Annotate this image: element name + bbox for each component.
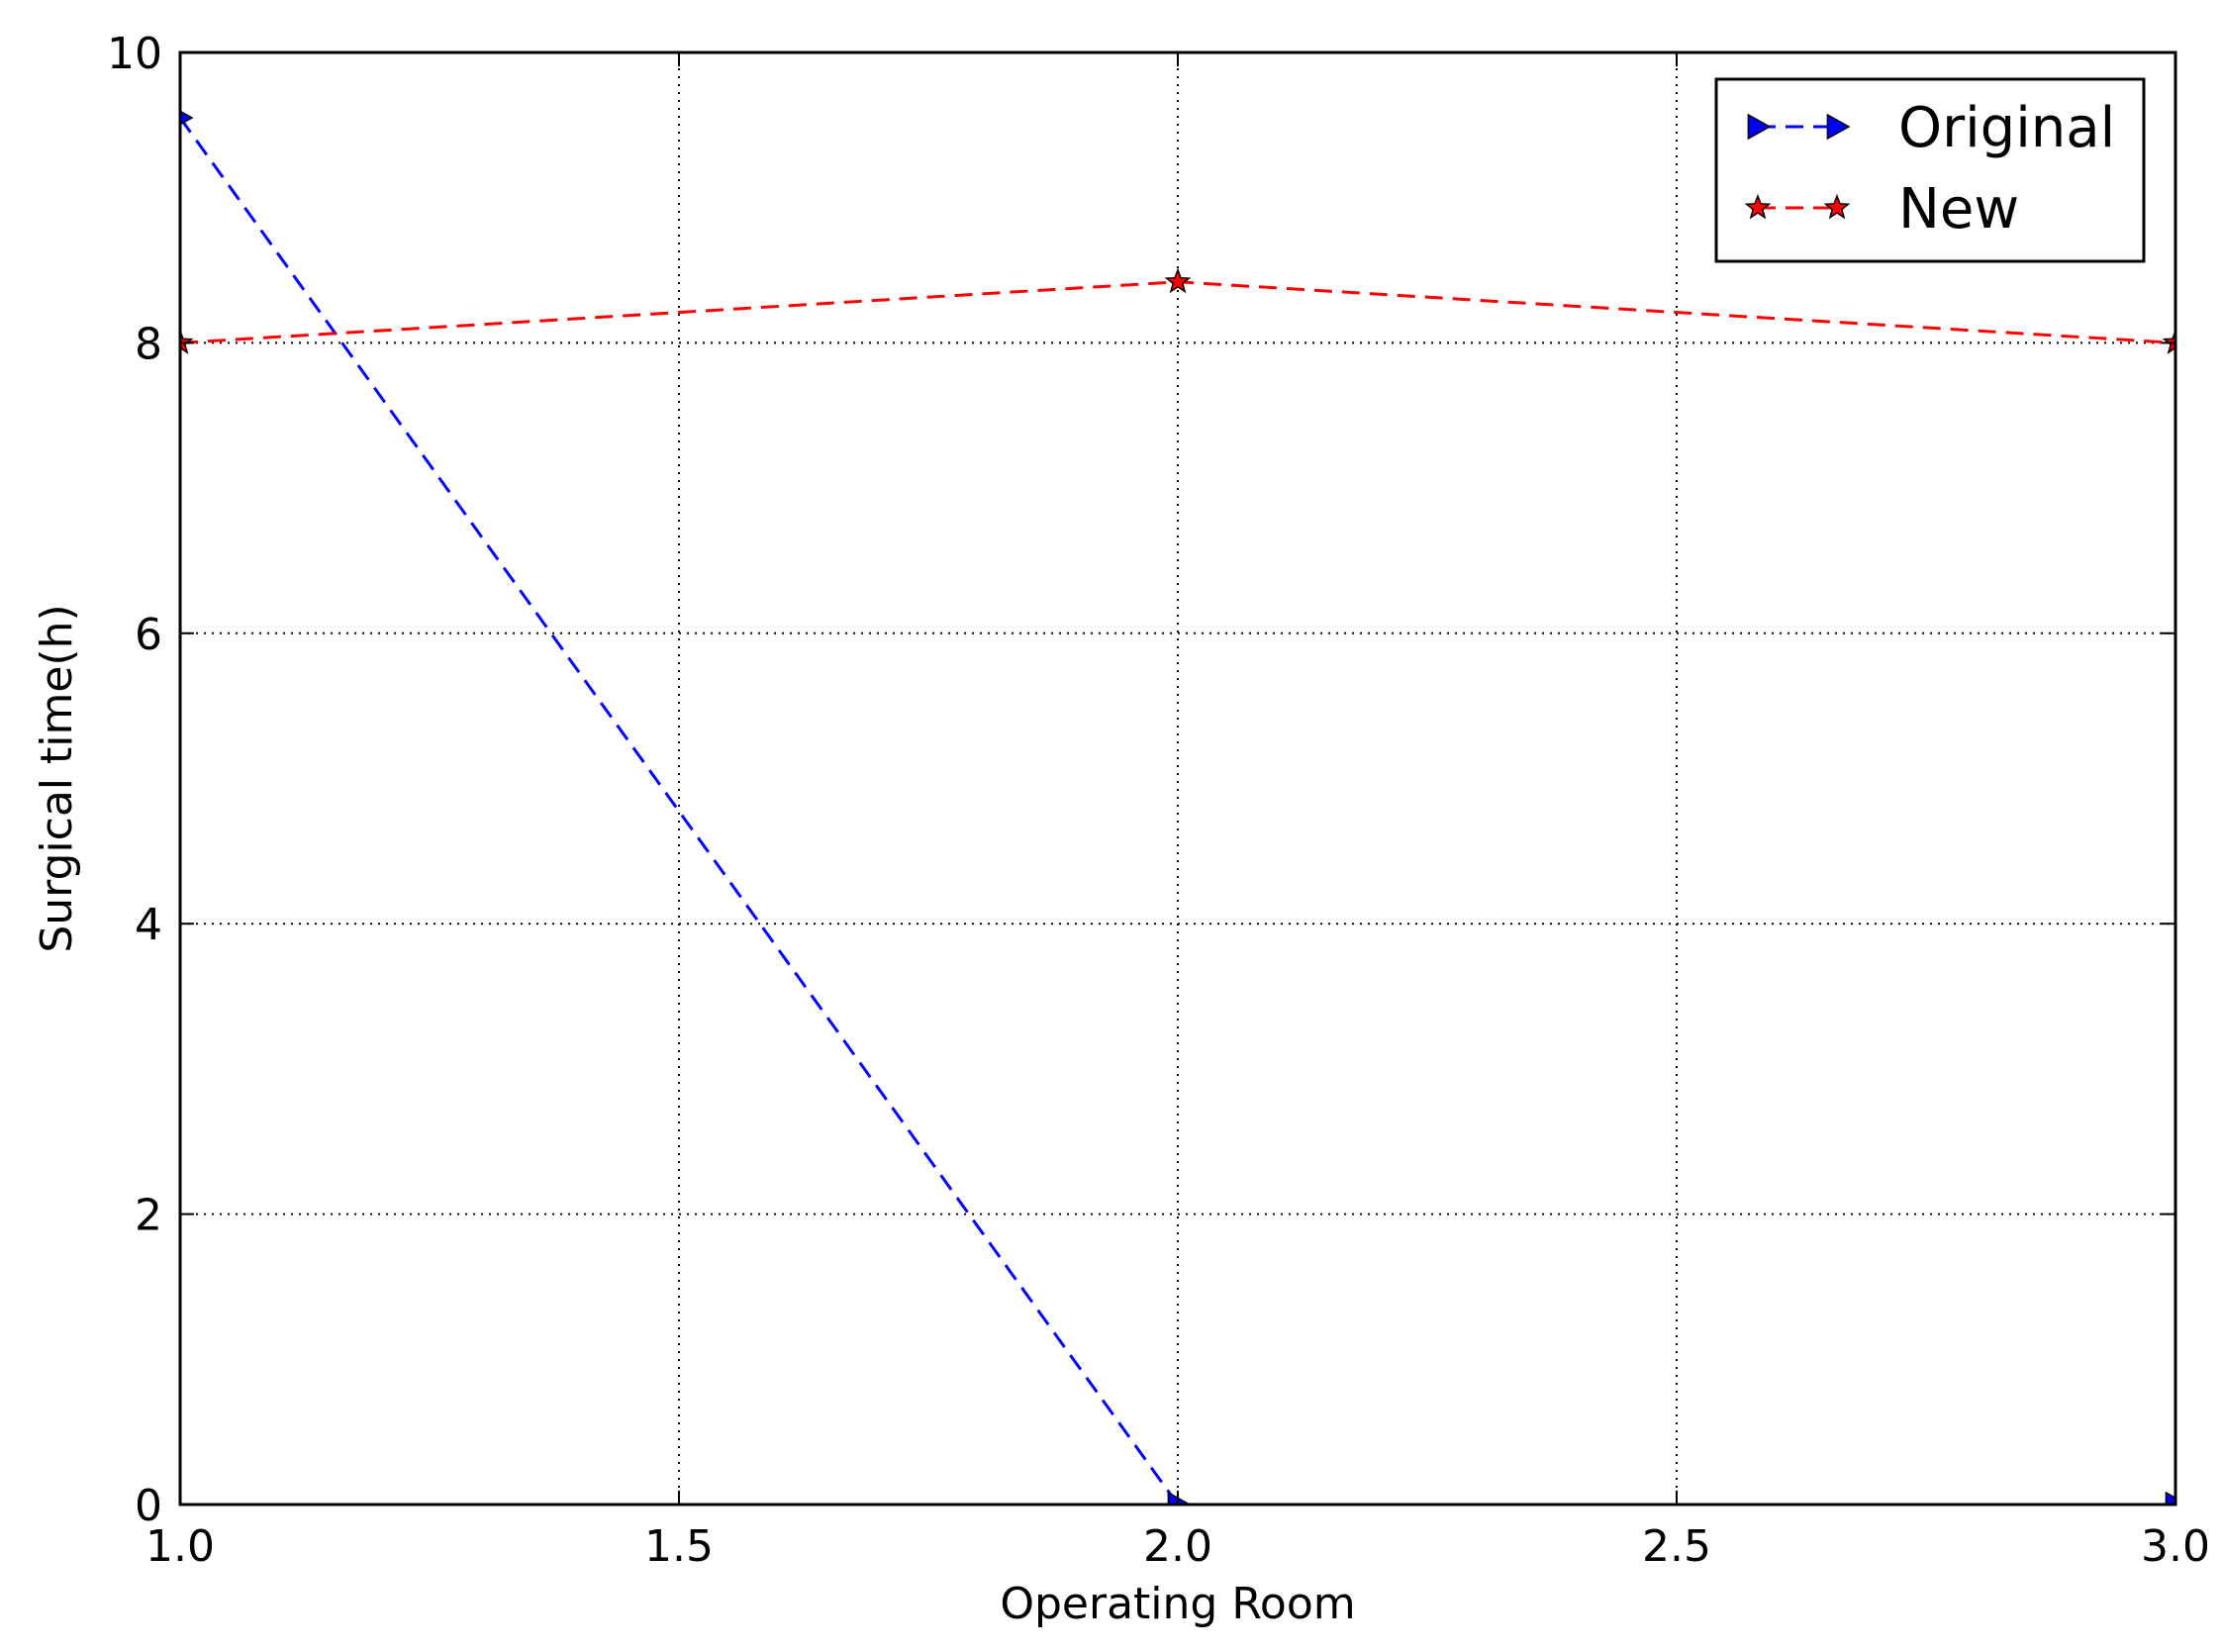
legend-entries: Original New bbox=[1744, 96, 2115, 242]
data-point-new bbox=[2162, 329, 2175, 354]
y-tick-label: 2 bbox=[135, 1191, 162, 1241]
data-point-original bbox=[1167, 1491, 1192, 1505]
y-tick-label: 4 bbox=[135, 900, 162, 950]
x-tick-label: 2.0 bbox=[1143, 1521, 1212, 1572]
series-line-original bbox=[180, 117, 2175, 1505]
data-point-new bbox=[180, 329, 194, 354]
x-tick-label: 1.5 bbox=[644, 1521, 714, 1572]
data-point-new bbox=[1164, 267, 1192, 294]
data-point-original bbox=[2165, 1491, 2175, 1505]
legend-label: New bbox=[1898, 177, 2019, 242]
legend: Original New bbox=[1714, 77, 2146, 263]
plot-series bbox=[180, 110, 2175, 1505]
y-tick-label: 0 bbox=[135, 1481, 162, 1531]
y-tick-label: 10 bbox=[107, 29, 162, 79]
legend-label: Original bbox=[1898, 96, 2115, 160]
x-tick-label: 2.5 bbox=[1642, 1521, 1711, 1572]
legend-box bbox=[1714, 77, 2146, 263]
legend-marker bbox=[1744, 193, 1772, 220]
legend-marker bbox=[1826, 113, 1851, 141]
legend-entry-original: Original bbox=[1747, 96, 2115, 160]
grid-lines bbox=[180, 52, 2175, 1505]
x-axis-title: Operating Room bbox=[1000, 1579, 1355, 1629]
legend-marker bbox=[1823, 193, 1851, 220]
x-tick-label: 3.0 bbox=[2141, 1521, 2210, 1572]
series-original bbox=[180, 110, 2175, 1505]
axis-ticks: 1.0 1.5 2.0 2.5 3.0 0 2 4 6 8 10 bbox=[107, 29, 2210, 1572]
y-tick-label: 6 bbox=[135, 610, 162, 660]
series-new bbox=[180, 267, 2175, 354]
y-tick-label: 8 bbox=[135, 319, 162, 369]
y-axis-title: Surgical time(h) bbox=[32, 604, 82, 952]
legend-entry-new: New bbox=[1744, 177, 2019, 242]
legend-marker bbox=[1747, 113, 1772, 141]
x-tick-label: 1.0 bbox=[145, 1521, 215, 1572]
